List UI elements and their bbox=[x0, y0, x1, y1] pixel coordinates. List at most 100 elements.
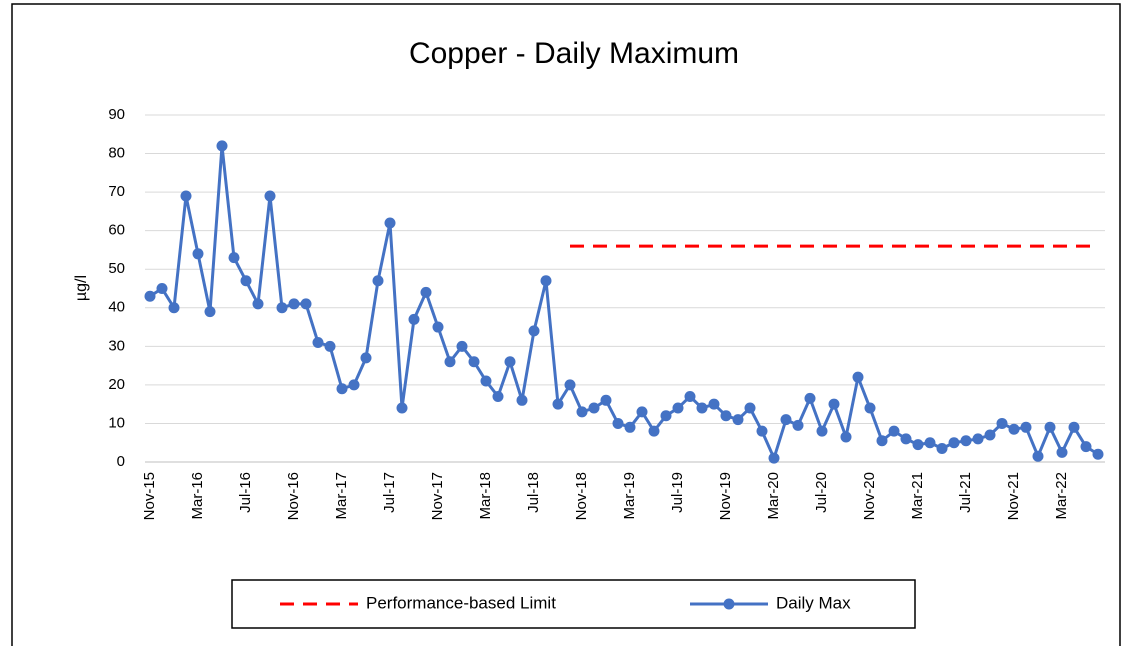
y-tick-label: 70 bbox=[108, 183, 125, 200]
data-point bbox=[696, 402, 708, 414]
x-tick-label: Mar-19 bbox=[621, 472, 638, 520]
y-axis-label: µg/l bbox=[73, 275, 90, 301]
x-tick-label: Mar-21 bbox=[909, 472, 926, 520]
data-point bbox=[564, 379, 576, 391]
x-tick-label: Jul-18 bbox=[525, 472, 542, 513]
x-tick-label: Mar-18 bbox=[477, 472, 494, 520]
data-point bbox=[948, 437, 960, 449]
y-tick-label: 40 bbox=[108, 299, 125, 316]
data-point bbox=[756, 425, 768, 437]
data-point bbox=[768, 452, 780, 464]
x-tick-label: Nov-17 bbox=[429, 472, 446, 520]
data-point bbox=[552, 398, 564, 410]
data-point bbox=[660, 410, 672, 422]
data-point bbox=[384, 217, 396, 229]
data-point bbox=[924, 437, 936, 449]
data-point bbox=[288, 298, 300, 310]
data-point bbox=[1008, 423, 1020, 435]
y-tick-label: 80 bbox=[108, 145, 125, 162]
data-point bbox=[444, 356, 456, 368]
data-point bbox=[972, 433, 984, 445]
data-point bbox=[360, 352, 372, 364]
x-tick-label: Nov-21 bbox=[1005, 472, 1022, 520]
data-point bbox=[252, 298, 264, 310]
x-tick-label: Nov-19 bbox=[717, 472, 734, 520]
data-point bbox=[300, 298, 312, 310]
y-tick-label: 60 bbox=[108, 222, 125, 239]
data-point bbox=[468, 356, 480, 368]
data-point bbox=[408, 313, 420, 325]
data-point bbox=[276, 302, 288, 314]
data-point bbox=[672, 402, 684, 414]
data-point bbox=[852, 371, 864, 383]
data-point bbox=[912, 439, 924, 451]
chart-title: Copper - Daily Maximum bbox=[409, 37, 739, 70]
data-point bbox=[828, 398, 840, 410]
data-point bbox=[504, 356, 516, 368]
data-point bbox=[936, 443, 948, 455]
data-point bbox=[1032, 450, 1044, 462]
data-point bbox=[876, 435, 888, 447]
data-point bbox=[888, 425, 900, 437]
data-point bbox=[204, 306, 216, 318]
x-tick-label: Mar-17 bbox=[333, 472, 350, 520]
data-point bbox=[312, 336, 324, 348]
x-tick-label: Nov-20 bbox=[861, 472, 878, 520]
legend-box bbox=[231, 579, 916, 629]
data-point bbox=[240, 275, 252, 287]
x-tick-label: Jul-20 bbox=[813, 472, 830, 513]
data-point bbox=[996, 417, 1008, 429]
data-point bbox=[984, 429, 996, 441]
data-point bbox=[1092, 448, 1104, 460]
x-tick-label: Mar-22 bbox=[1053, 472, 1070, 520]
legend-label: Performance-based Limit bbox=[366, 593, 556, 612]
data-point bbox=[624, 421, 636, 433]
y-tick-label: 50 bbox=[108, 260, 125, 277]
data-point bbox=[324, 340, 336, 352]
data-point bbox=[576, 406, 588, 418]
data-point bbox=[840, 431, 852, 443]
data-point bbox=[528, 325, 540, 337]
chart-border bbox=[11, 3, 1121, 651]
data-point bbox=[684, 390, 696, 402]
data-point bbox=[900, 433, 912, 445]
data-point bbox=[1020, 421, 1032, 433]
data-point bbox=[732, 414, 744, 426]
data-point bbox=[1080, 441, 1092, 453]
data-point bbox=[720, 410, 732, 422]
legend-marker bbox=[723, 598, 735, 610]
legend-label: Daily Max bbox=[776, 593, 851, 612]
data-point bbox=[264, 190, 276, 202]
data-point bbox=[864, 402, 876, 414]
y-tick-label: 30 bbox=[108, 337, 125, 354]
data-point bbox=[744, 402, 756, 414]
data-point bbox=[960, 435, 972, 447]
data-point bbox=[144, 290, 156, 302]
x-tick-label: Nov-15 bbox=[141, 472, 158, 520]
data-point bbox=[816, 425, 828, 437]
data-point bbox=[492, 390, 504, 402]
data-point bbox=[540, 275, 552, 287]
x-tick-label: Nov-16 bbox=[285, 472, 302, 520]
data-point bbox=[216, 140, 228, 152]
data-point bbox=[168, 302, 180, 314]
data-point bbox=[456, 340, 468, 352]
y-tick-label: 0 bbox=[117, 453, 125, 470]
x-tick-label: Jul-19 bbox=[669, 472, 686, 513]
x-tick-label: Jul-21 bbox=[957, 472, 974, 513]
data-point bbox=[192, 248, 204, 260]
x-tick-label: Jul-16 bbox=[237, 472, 254, 513]
data-point bbox=[156, 283, 168, 294]
data-point bbox=[1056, 446, 1068, 458]
data-point bbox=[180, 190, 192, 202]
y-tick-label: 20 bbox=[108, 376, 125, 393]
data-point bbox=[792, 419, 804, 431]
x-tick-label: Mar-16 bbox=[189, 472, 206, 520]
data-point bbox=[1068, 421, 1080, 433]
data-point bbox=[1044, 421, 1056, 433]
x-tick-label: Nov-18 bbox=[573, 472, 590, 520]
data-point bbox=[636, 406, 648, 418]
data-point bbox=[600, 394, 612, 406]
x-tick-label: Jul-17 bbox=[381, 472, 398, 513]
